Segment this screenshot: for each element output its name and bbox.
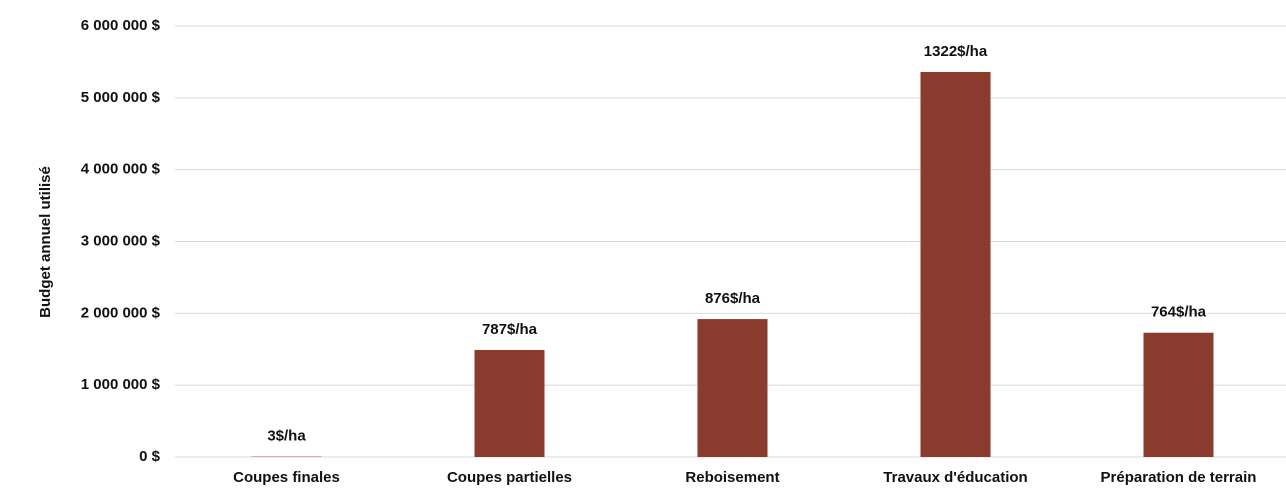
bar bbox=[920, 71, 991, 458]
bar-label: 1322$/ha bbox=[924, 43, 988, 60]
y-tick-label: 5 000 000 $ bbox=[81, 89, 161, 106]
bar-label: 3$/ha bbox=[267, 428, 306, 445]
bar-label: 787$/ha bbox=[482, 321, 538, 338]
x-tick-label: Coupes partielles bbox=[447, 469, 572, 486]
x-tick-label: Coupes finales bbox=[233, 469, 340, 486]
bar bbox=[474, 349, 545, 457]
bar-label: 764$/ha bbox=[1151, 304, 1207, 321]
y-tick-label: 0 $ bbox=[139, 448, 161, 465]
x-tick-label: Préparation de terrain bbox=[1101, 469, 1257, 486]
bar bbox=[697, 319, 768, 457]
y-axis-title: Budget annuel utilisé bbox=[37, 166, 54, 318]
y-tick-label: 3 000 000 $ bbox=[81, 232, 161, 249]
y-tick-label: 6 000 000 $ bbox=[81, 17, 161, 34]
y-tick-label: 1 000 000 $ bbox=[81, 376, 161, 393]
x-tick-label: Reboisement bbox=[685, 469, 779, 486]
x-tick-label: Travaux d'éducation bbox=[883, 469, 1027, 486]
bar-label: 876$/ha bbox=[705, 290, 761, 307]
y-tick-label: 4 000 000 $ bbox=[81, 161, 161, 178]
bar bbox=[1143, 332, 1214, 457]
y-tick-label: 2 000 000 $ bbox=[81, 304, 161, 321]
